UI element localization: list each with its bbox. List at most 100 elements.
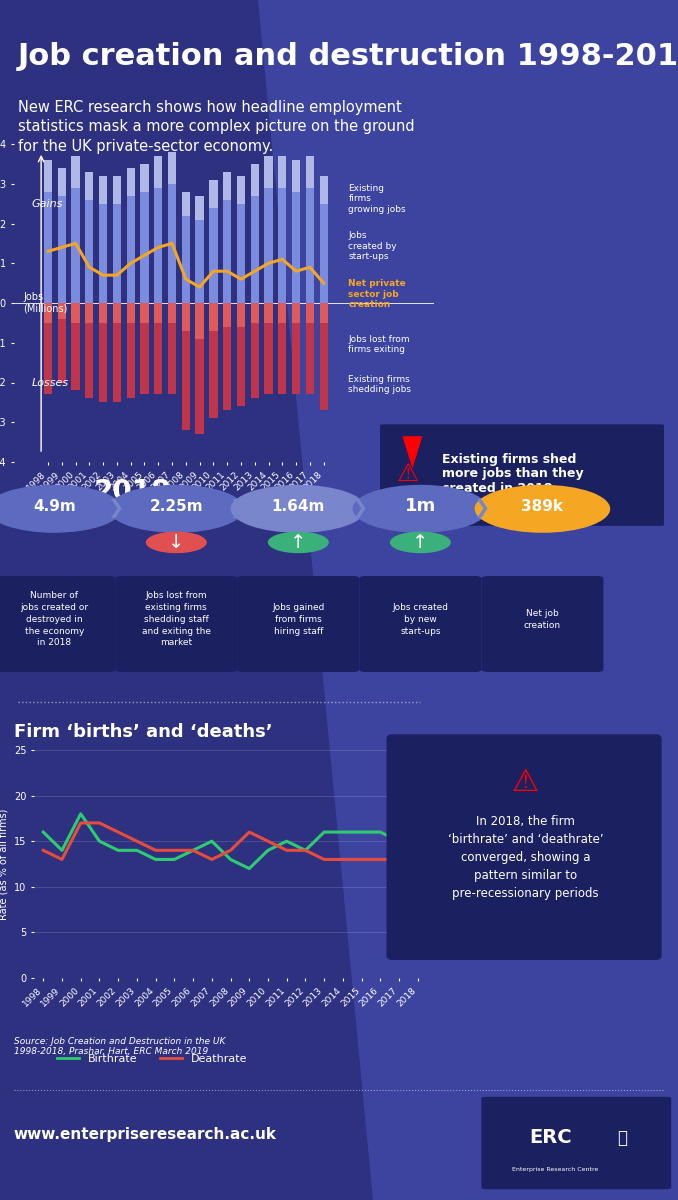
Bar [85,172,94,199]
Text: Existing firms
shedding jobs: Existing firms shedding jobs [348,374,412,394]
Text: Jobs
created by
start-ups: Jobs created by start-ups [348,232,397,262]
Text: ❯: ❯ [473,499,490,518]
Bar [168,302,176,323]
Text: 2018: 2018 [94,478,171,506]
Text: 2.25m: 2.25m [149,499,203,514]
Bar [195,302,204,338]
Bar [44,302,52,323]
Text: Existing
firms
growing jobs: Existing firms growing jobs [348,184,406,214]
Polygon shape [0,0,339,1200]
Polygon shape [403,437,422,468]
Bar [319,302,327,323]
Circle shape [353,485,488,533]
Bar [44,323,52,395]
Text: Source: Job Creation and Destruction in the UK
1998-2018, Prashar, Hart, ERC Mar: Source: Job Creation and Destruction in … [14,1037,225,1056]
Y-axis label: Rate (as % of all firms): Rate (as % of all firms) [0,809,8,919]
Bar [44,192,52,302]
Bar [127,323,135,398]
Bar [113,204,121,302]
Text: Number of
jobs created or
destroyed in
the economy
in 2018: Number of jobs created or destroyed in t… [20,592,88,647]
Bar [85,323,94,398]
Text: In 2018, the firm
‘birthrate’ and ‘deathrate’
converged, showing a
pattern simil: In 2018, the firm ‘birthrate’ and ‘death… [447,815,603,900]
Bar [306,323,314,395]
Bar [210,331,218,419]
Bar [44,160,52,192]
Circle shape [475,485,610,533]
Text: www.enterpriseresearch.ac.uk: www.enterpriseresearch.ac.uk [14,1127,277,1141]
Polygon shape [258,0,678,1200]
Bar [71,187,80,302]
Bar [168,323,176,395]
FancyBboxPatch shape [377,425,667,526]
Bar [85,302,94,323]
Text: Losses: Losses [31,378,68,388]
Bar [223,326,231,410]
Bar [154,302,163,323]
Bar [306,302,314,323]
Text: 1m: 1m [405,497,436,516]
Bar [210,180,218,208]
Bar [251,302,259,323]
Text: ERC: ERC [529,1128,572,1147]
Text: Firm ‘births’ and ‘deaths’: Firm ‘births’ and ‘deaths’ [14,722,272,740]
Text: Jobs lost from
firms exiting: Jobs lost from firms exiting [348,335,410,354]
Bar [237,302,245,326]
Bar [223,302,231,326]
Bar [58,319,66,383]
Bar [85,199,94,302]
Text: Jobs gained
from firms
hiring staff: Jobs gained from firms hiring staff [272,602,325,636]
FancyBboxPatch shape [481,576,603,672]
Text: ❯: ❯ [229,499,245,518]
Text: Enterprise Research Centre: Enterprise Research Centre [512,1168,598,1172]
Bar [168,184,176,302]
Bar [182,192,190,216]
Bar [195,196,204,220]
Bar [168,152,176,184]
Bar [154,156,163,187]
Bar [58,196,66,302]
Text: ❯: ❯ [107,499,123,518]
Legend: Birthrate, Deathrate: Birthrate, Deathrate [52,1049,252,1068]
Circle shape [268,532,329,553]
Bar [292,302,300,323]
Bar [210,302,218,331]
Bar [140,164,148,192]
Bar [251,164,259,196]
Bar [292,192,300,302]
Bar [140,192,148,302]
Text: Net private
sector job
creation: Net private sector job creation [348,280,406,308]
Circle shape [146,532,207,553]
Bar [58,168,66,196]
Bar [182,331,190,431]
Bar [140,302,148,323]
Text: 1.64m: 1.64m [272,499,325,514]
Bar [71,323,80,390]
FancyBboxPatch shape [386,734,662,960]
Text: 4.9m: 4.9m [33,499,76,514]
Bar [210,208,218,302]
Bar [195,220,204,302]
Circle shape [108,485,244,533]
Bar [223,199,231,302]
Bar [58,302,66,319]
Bar [99,323,107,402]
Bar [251,196,259,302]
FancyBboxPatch shape [237,576,359,672]
Text: ⚠: ⚠ [397,462,420,486]
Text: Job creation and destruction 1998-2018: Job creation and destruction 1998-2018 [18,42,678,71]
Bar [182,302,190,331]
Bar [140,323,148,395]
Bar [195,338,204,434]
Circle shape [231,485,366,533]
Bar [292,160,300,192]
Bar [264,323,273,395]
Text: Jobs created
by new
start-ups: Jobs created by new start-ups [393,602,448,636]
Bar [251,323,259,398]
Bar [292,323,300,395]
Bar [223,172,231,199]
Text: ❯: ❯ [351,499,367,518]
Bar [278,323,286,395]
Text: ⚠: ⚠ [512,768,539,797]
FancyBboxPatch shape [359,576,481,672]
Bar [127,196,135,302]
